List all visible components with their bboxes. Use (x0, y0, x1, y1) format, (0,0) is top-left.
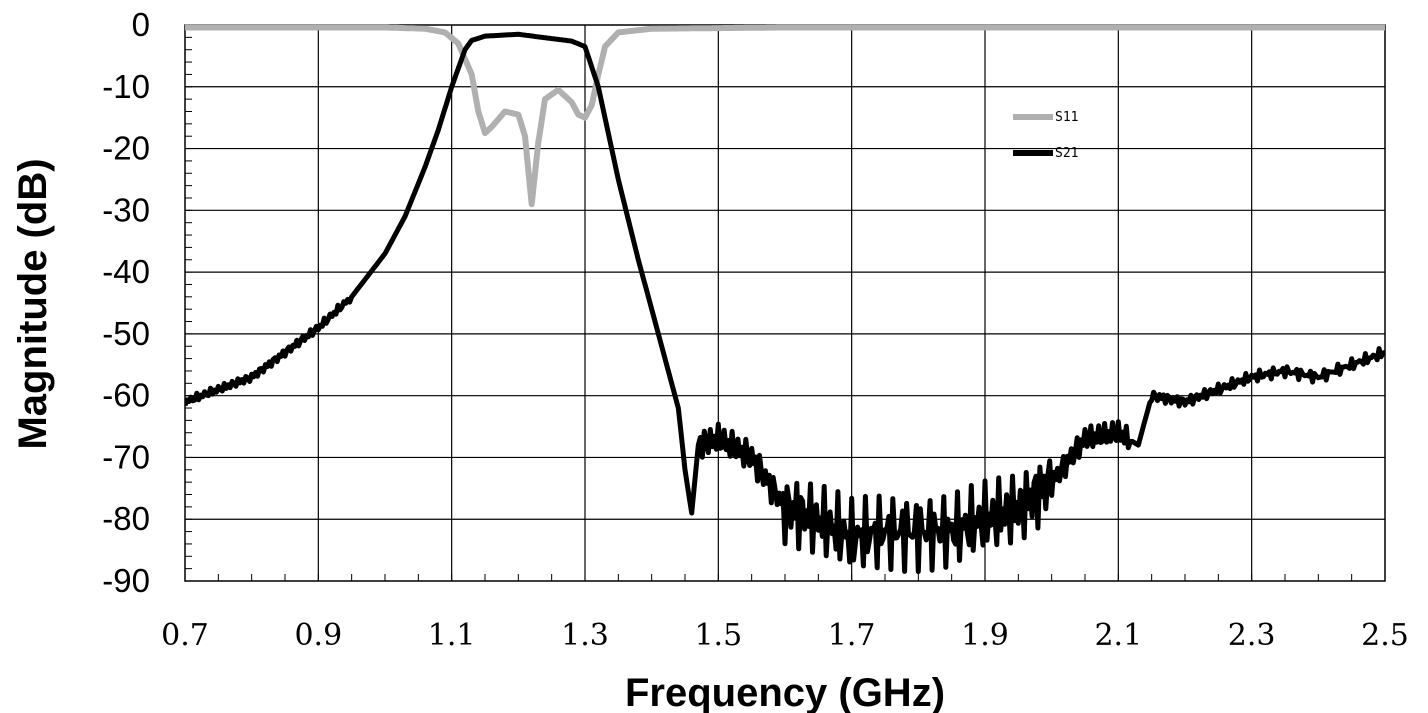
y-tick-label: -40 (102, 253, 150, 290)
y-tick-label: -70 (102, 438, 150, 475)
y-tick-label: -80 (102, 500, 150, 537)
x-tick-label: 0.7 (161, 618, 209, 653)
x-tick-label: 0.9 (294, 618, 342, 653)
legend-label-s11: S11 (1055, 110, 1078, 125)
legend-label-s21: S21 (1055, 146, 1078, 161)
y-tick-labels: 0 -10 -20 -30 -40 -50 -60 -70 -80 -90 (102, 6, 150, 599)
y-tick-label: -20 (102, 130, 150, 167)
y-tick-label: -60 (102, 377, 150, 414)
y-tick-label: -50 (102, 315, 150, 352)
series-line-s21 (185, 31, 1385, 575)
y-tick-label: -30 (102, 191, 150, 228)
y-axis-title: Magnitude (dB) (11, 158, 55, 449)
y-tick-label: 0 (132, 6, 150, 43)
x-tick-label: 1.9 (961, 618, 1009, 653)
x-tick-label: 1.7 (828, 618, 876, 653)
minor-tick-marks (184, 24, 1386, 582)
grid-lines (185, 25, 1385, 581)
x-axis-title: Frequency (GHz) (625, 671, 945, 713)
y-tick-label: -10 (102, 68, 150, 105)
y-tick-label: -90 (102, 562, 150, 599)
x-tick-label: 2.5 (1361, 618, 1409, 653)
x-tick-label: 1.1 (428, 618, 476, 653)
series-line-s11 (185, 24, 1385, 208)
x-tick-labels: 0.7 0.9 1.1 1.3 1.5 1.7 1.9 2.1 2.3 2.5 (161, 618, 1409, 653)
plot-area (184, 24, 1386, 582)
series-lines (185, 24, 1385, 575)
x-tick-label: 2.1 (1094, 618, 1142, 653)
x-tick-label: 2.3 (1228, 618, 1276, 653)
x-tick-label: 1.3 (561, 618, 609, 653)
legend: S11 S21 (1013, 110, 1078, 161)
x-tick-label: 1.5 (694, 618, 742, 653)
